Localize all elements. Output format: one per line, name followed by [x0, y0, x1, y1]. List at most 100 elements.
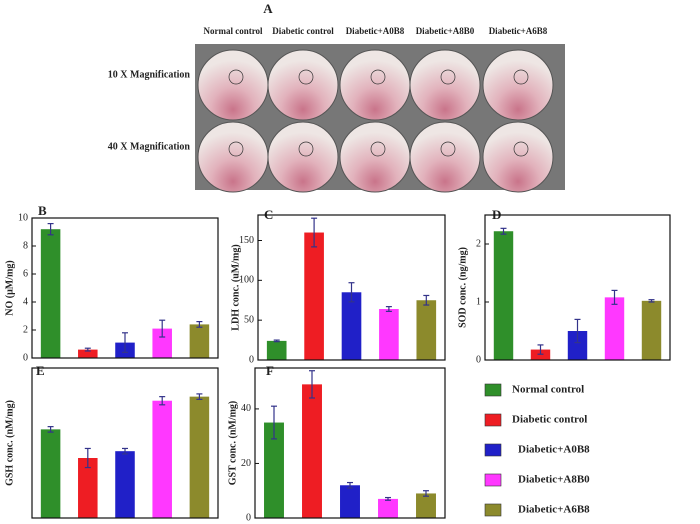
micrograph: [267, 121, 339, 193]
y-tick-label: 4: [23, 296, 28, 307]
bar: [152, 328, 172, 358]
panel-label: F: [266, 363, 274, 378]
legend-swatch: [484, 413, 502, 427]
error-bar: [348, 282, 355, 303]
y-axis-label: SOD conc. (ng/mg): [457, 247, 468, 328]
column-label: Normal control: [203, 26, 263, 36]
row-label: 10 X Magnification: [108, 69, 191, 80]
y-tick-label: 2: [23, 324, 28, 335]
error-bar: [122, 447, 128, 455]
bar: [152, 400, 172, 518]
y-tick-label: 6: [23, 268, 28, 279]
bar: [78, 458, 98, 518]
error-bar: [537, 344, 544, 355]
column-label: Diabetic control: [272, 26, 334, 36]
marker-circle: [228, 69, 244, 85]
error-bar: [423, 294, 430, 306]
bar: [340, 485, 360, 518]
y-axis-label: GSH conc. (nM/mg): [4, 400, 15, 486]
legend-label: Normal control: [512, 384, 584, 396]
micrograph: [339, 121, 411, 193]
marker-circle: [513, 141, 529, 157]
bar: [378, 498, 398, 518]
column-label: Diabetic+A0B8: [346, 26, 405, 36]
bar: [416, 300, 437, 360]
marker-circle: [228, 141, 244, 157]
error-bar: [47, 223, 54, 236]
error-bar: [500, 227, 507, 235]
plot-frame: [31, 217, 219, 359]
y-tick-label: 1: [476, 296, 481, 307]
error-bar: [611, 289, 618, 305]
bar: [641, 300, 662, 360]
panel-label: B: [38, 203, 47, 218]
bar: [379, 309, 399, 360]
micrograph: [339, 49, 411, 121]
y-tick-label: 150: [239, 235, 254, 246]
marker-circle: [298, 69, 314, 85]
bar: [416, 493, 436, 518]
bar: [493, 231, 514, 360]
legend-swatch: [484, 503, 502, 517]
marker-circle: [440, 141, 456, 157]
column-label: Diabetic+A8B0: [416, 26, 475, 36]
legend-label: Diabetic+A0B8: [518, 444, 590, 456]
marker-circle: [370, 69, 386, 85]
row-label: 40 X Magnification: [108, 141, 191, 152]
error-bar: [196, 393, 203, 400]
error-bar: [273, 339, 280, 343]
bar: [78, 349, 98, 358]
bar: [40, 229, 61, 358]
bar: [115, 451, 135, 518]
bar: [604, 297, 625, 360]
y-tick-label: 8: [23, 240, 28, 251]
y-tick-label: 100: [239, 275, 254, 286]
bar: [304, 232, 324, 360]
bar: [189, 324, 210, 358]
panel-label: E: [36, 363, 45, 378]
micrograph: [482, 49, 554, 121]
plot-frame: [31, 367, 219, 519]
micrograph: [197, 121, 269, 193]
error-bar: [196, 321, 203, 328]
y-tick-label: 2: [476, 238, 481, 249]
legend-swatch: [484, 443, 502, 457]
error-bar: [385, 306, 392, 313]
error-bar: [648, 299, 655, 303]
y-axis-label: NO (μM/mg): [4, 260, 15, 315]
error-bar: [159, 396, 166, 406]
micrograph: [267, 49, 339, 121]
y-tick-label: 10: [18, 212, 28, 223]
bar: [40, 429, 61, 518]
error-bar: [574, 318, 581, 344]
micrograph: [482, 121, 554, 193]
error-bar: [47, 426, 54, 433]
y-tick-label: 20: [241, 458, 251, 469]
legend-label: Diabetic control: [512, 414, 587, 426]
error-bar: [159, 319, 166, 338]
micrograph: [409, 121, 481, 193]
y-tick-label: 40: [241, 403, 251, 414]
bar: [264, 422, 284, 518]
plot-frame: [484, 214, 671, 361]
bar: [302, 384, 322, 518]
y-tick-label: 0: [246, 512, 251, 523]
y-tick-label: 0: [476, 354, 481, 365]
legend-swatch: [484, 383, 502, 397]
column-label: Diabetic+A6B8: [489, 26, 548, 36]
micrographs: [197, 49, 554, 193]
panel-label: A: [263, 1, 273, 16]
error-bar: [122, 332, 128, 353]
marker-circle: [440, 69, 456, 85]
error-bar: [347, 481, 353, 489]
legend-label: Diabetic+A6B8: [518, 504, 590, 516]
error-bar: [84, 347, 91, 352]
plot-frame: [254, 367, 446, 519]
y-tick-label: 0: [249, 354, 254, 365]
y-tick-label: 0: [23, 352, 28, 363]
y-tick-label: 50: [244, 314, 254, 325]
micrograph: [409, 49, 481, 121]
bar: [567, 331, 588, 360]
marker-circle: [513, 69, 529, 85]
